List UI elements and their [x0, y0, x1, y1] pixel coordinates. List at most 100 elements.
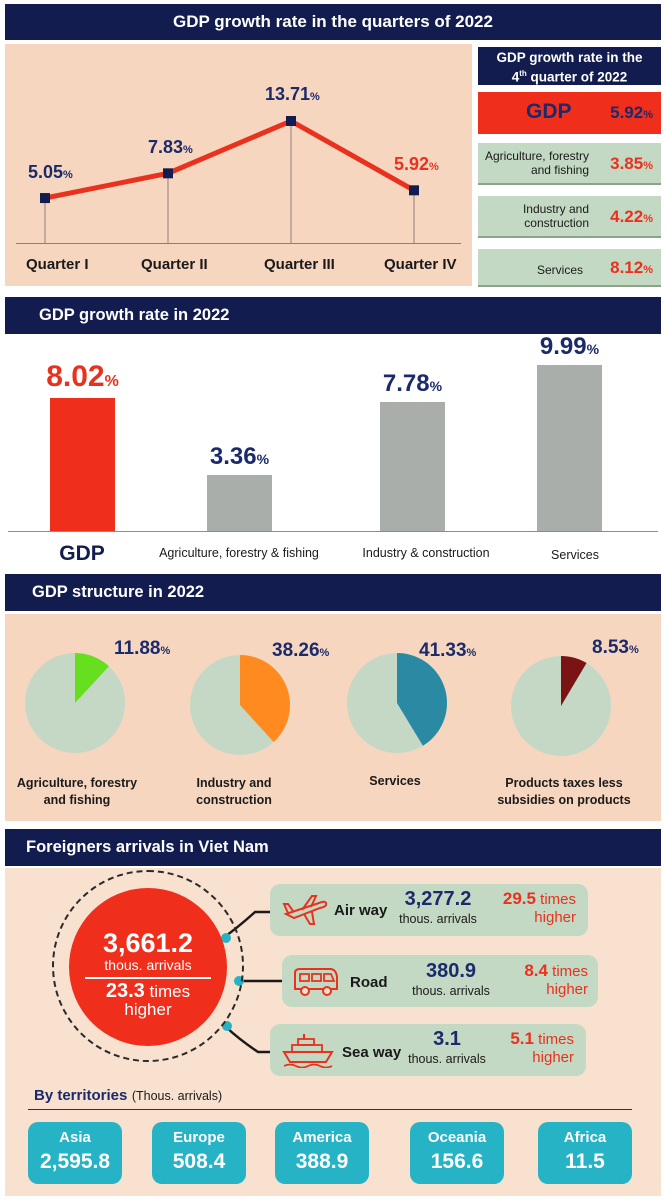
q4-gdp-box: GDP 5.92%	[478, 92, 661, 134]
pie-category-label: Products taxes less subsidies on products	[497, 776, 631, 807]
total-unit: thous. arrivals	[104, 957, 192, 973]
bar-category-label: Services	[551, 548, 599, 562]
mode-air-name: Air way	[334, 902, 388, 919]
territory-value: 388.9	[295, 1150, 349, 1173]
mode-road: Road 380.9 thous. arrivals 8.4 times high…	[282, 955, 598, 1007]
q4-sector-services: Services 8.12%	[478, 249, 661, 287]
territory-oceania: Oceania 156.6	[410, 1122, 504, 1184]
mode-road-name: Road	[350, 974, 388, 991]
quarters-banner: GDP growth rate in the quarters of 2022	[5, 4, 661, 40]
airplane-icon	[282, 895, 328, 925]
structure-banner: GDP structure in 2022	[5, 574, 661, 611]
mode-air-unit: thous. arrivals	[399, 912, 477, 926]
territory-name: Europe	[173, 1129, 225, 1146]
territories-rule	[28, 1109, 632, 1110]
quarter-value-label: 5.92%	[394, 154, 439, 175]
quarter-category-label: Quarter IV	[384, 256, 457, 273]
q4-sector-value: 8.12%	[610, 258, 653, 277]
total-divider	[85, 977, 211, 979]
quarter-category-label: Quarter II	[141, 256, 208, 273]
bar-value-label: 3.36%	[209, 443, 270, 471]
total-times: 23.3 times	[105, 979, 191, 1002]
q4-gdp-value: 5.92%	[610, 103, 653, 122]
bar-sector	[207, 475, 272, 531]
bar-value-label: 9.99%	[539, 333, 600, 360]
pie-value-label: 11.88%	[114, 638, 171, 659]
pie-slice	[240, 655, 290, 743]
bar-value-label: 8.02%	[46, 359, 119, 393]
pie-value-label: 38.26%	[272, 640, 330, 661]
bar-sector	[537, 365, 602, 531]
pie-value-label: 8.53%	[592, 637, 639, 658]
pie-category-label: Services	[369, 774, 421, 788]
quarter-category-label: Quarter III	[264, 256, 335, 273]
mode-sea-name: Sea way	[342, 1044, 402, 1061]
mode-sea: Sea way 3.1 thous. arrivals 5.1 times hig…	[270, 1024, 586, 1076]
pie-category-label: Agriculture, forestry and fishing	[16, 776, 138, 807]
quarter-value-label: 13.71%	[265, 84, 320, 104]
mode-sea-unit: thous. arrivals	[408, 1052, 486, 1066]
territory-value: 2,595.8	[39, 1150, 111, 1173]
territory-asia: Asia 2,595.8	[28, 1122, 122, 1184]
pie-slice	[397, 653, 448, 746]
mode-road-value: 380.9	[425, 960, 477, 982]
mode-road-unit: thous. arrivals	[412, 984, 490, 998]
pie-slice	[561, 656, 587, 706]
quarters-line-chart	[40, 116, 419, 243]
quarter-value-label: 5.05%	[28, 162, 73, 183]
connector-sea	[225, 1026, 272, 1054]
q4-sector-label: Industry and construction	[522, 202, 589, 230]
territory-europe: Europe 508.4	[152, 1122, 246, 1184]
arrivals-title: Foreigners arrivals in Viet Nam	[26, 838, 269, 856]
pie-category-label: Industry and construction	[196, 776, 272, 807]
annual-banner: GDP growth rate in 2022	[5, 297, 661, 334]
q4-title-line1: GDP growth rate in the	[496, 50, 643, 65]
q4-sector-agriculture: Agriculture, forestry and fishing 3.85%	[478, 143, 661, 185]
q4-sector-value: 4.22%	[610, 207, 653, 226]
quarter-point	[40, 193, 50, 204]
quarters-chart-panel	[5, 44, 472, 286]
quarter-point	[409, 185, 419, 196]
q4-sector-label: Agriculture, forestry and fishing	[484, 149, 589, 177]
territories-heading: By territories (Thous. arrivals)	[34, 1087, 223, 1104]
bar-value-label: 7.78%	[382, 369, 443, 397]
territory-name: America	[292, 1129, 352, 1146]
territory-name: Africa	[563, 1129, 607, 1146]
annual-title: GDP growth rate in 2022	[39, 306, 230, 324]
quarters-title: GDP growth rate in the quarters of 2022	[173, 12, 493, 31]
q4-banner: GDP growth rate in the 4th quarter of 20…	[478, 47, 661, 85]
arrivals-banner: Foreigners arrivals in Viet Nam	[5, 829, 661, 866]
q4-title-line2: 4th quarter of 2022	[511, 69, 628, 85]
quarter-value-label: 7.83%	[148, 137, 193, 158]
mode-sea-times: 5.1 times higher	[510, 1029, 574, 1067]
q4-sector-label: Services	[536, 263, 583, 277]
quarters-series-line	[42, 118, 417, 201]
mode-air-value: 3,277.2	[404, 888, 472, 910]
quarter-point	[163, 168, 173, 179]
q4-sector-value: 3.85%	[610, 154, 653, 173]
territory-america: America 388.9	[275, 1122, 369, 1184]
quarters-baseline	[16, 243, 461, 244]
quarter-point	[286, 116, 296, 126]
territory-value: 11.5	[565, 1150, 605, 1173]
bar-gdp	[50, 397, 115, 531]
ship-icon	[282, 1034, 334, 1068]
bus-icon	[294, 968, 338, 996]
territory-name: Oceania	[427, 1129, 487, 1146]
total-circle: 3,661.2 thous. arrivals 23.3 times highe…	[69, 888, 227, 1046]
structure-pies	[25, 653, 611, 756]
mode-road-times: 8.4 times higher	[524, 961, 588, 999]
bar-sector	[380, 401, 445, 531]
structure-title: GDP structure in 2022	[32, 583, 205, 601]
territory-value: 508.4	[172, 1150, 226, 1173]
bar-category-label: Industry & construction	[362, 546, 490, 560]
mode-air: Air way 3,277.2 thous. arrivals 29.5 tim…	[270, 884, 588, 936]
q4-gdp-label: GDP	[526, 100, 572, 123]
territory-africa: Africa 11.5	[538, 1122, 632, 1184]
total-dashed-ring	[52, 870, 244, 1062]
pie-slice	[75, 653, 109, 703]
annual-baseline	[8, 531, 658, 532]
total-value: 3,661.2	[102, 928, 194, 958]
mode-air-times: 29.5 times higher	[502, 889, 576, 927]
bar-category-label: GDP	[59, 542, 105, 565]
